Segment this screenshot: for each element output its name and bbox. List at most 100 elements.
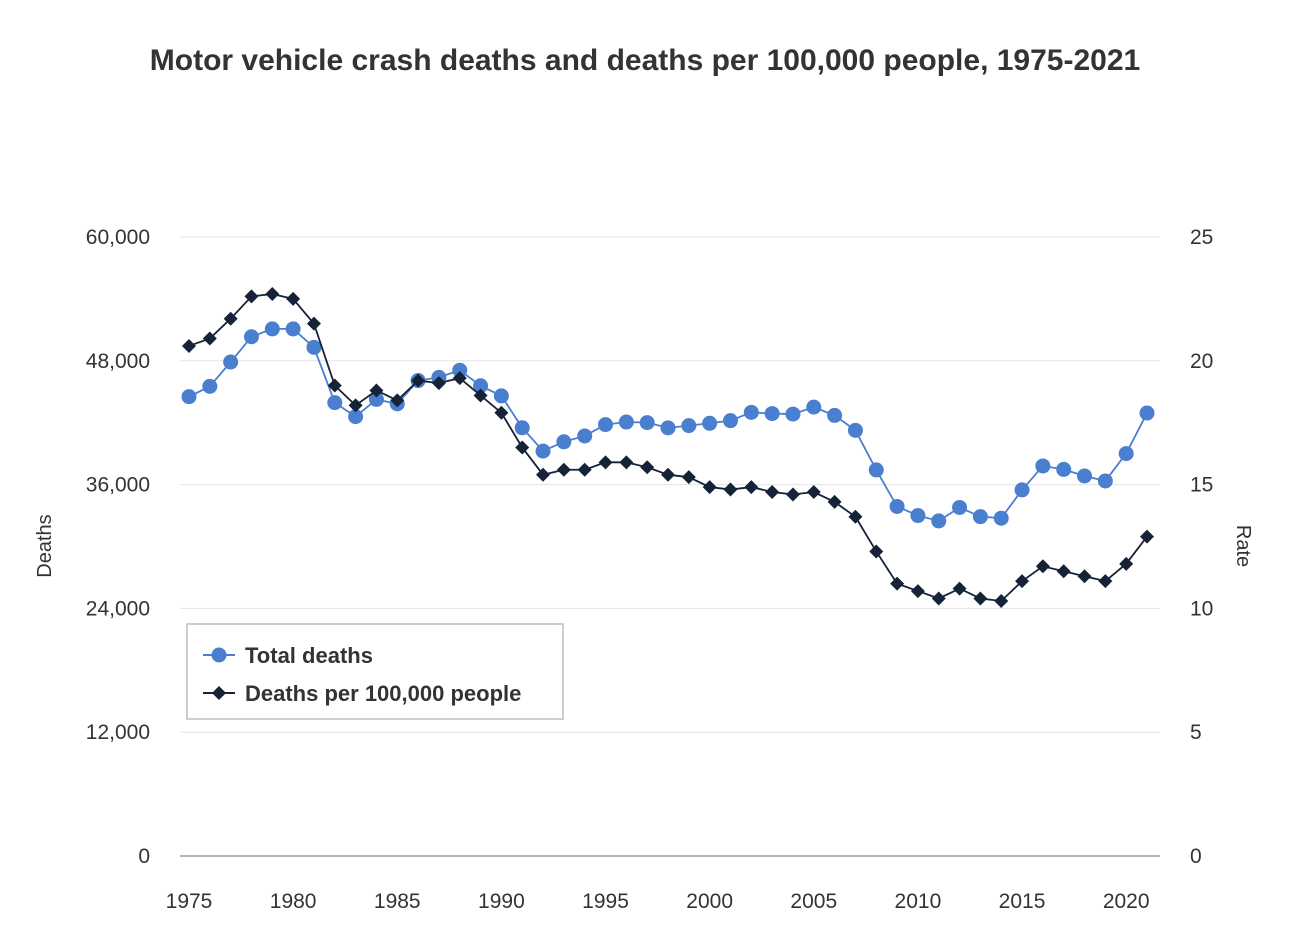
data-point[interactable]	[202, 331, 217, 346]
data-point[interactable]	[1056, 564, 1071, 579]
data-point[interactable]	[514, 420, 530, 436]
data-point[interactable]	[348, 398, 363, 413]
data-point[interactable]	[806, 485, 821, 500]
data-point[interactable]	[577, 428, 593, 444]
legend-item[interactable]: Deaths per 100,000 people	[203, 681, 521, 706]
data-point[interactable]	[431, 376, 446, 391]
data-point[interactable]	[1015, 574, 1030, 589]
data-point[interactable]	[618, 414, 634, 430]
data-point[interactable]	[681, 470, 696, 485]
data-point[interactable]	[535, 443, 551, 459]
data-point[interactable]	[681, 418, 697, 434]
series-layer	[181, 286, 1155, 608]
data-point[interactable]	[1118, 446, 1134, 462]
data-point[interactable]	[993, 510, 1009, 526]
data-point[interactable]	[452, 362, 468, 378]
data-point[interactable]	[910, 508, 926, 524]
data-point[interactable]	[473, 388, 488, 403]
data-point[interactable]	[848, 509, 863, 524]
data-point[interactable]	[764, 406, 780, 422]
data-point[interactable]	[661, 467, 675, 482]
data-point[interactable]	[369, 383, 384, 398]
data-point[interactable]	[181, 389, 197, 405]
data-point[interactable]	[1139, 405, 1155, 421]
data-point[interactable]	[1098, 574, 1113, 589]
data-point[interactable]	[244, 289, 259, 304]
data-point[interactable]	[723, 482, 738, 497]
x-tick-label: 1995	[582, 890, 629, 913]
data-point[interactable]	[515, 440, 530, 455]
data-point[interactable]	[827, 407, 843, 423]
x-tick-label: 1990	[478, 890, 525, 913]
data-point[interactable]	[952, 499, 968, 515]
data-point[interactable]	[765, 485, 780, 500]
data-point[interactable]	[910, 584, 925, 599]
data-point[interactable]	[556, 434, 572, 450]
data-point[interactable]	[598, 417, 614, 433]
data-point[interactable]	[264, 321, 280, 337]
data-point[interactable]	[660, 420, 676, 436]
data-point[interactable]	[931, 513, 947, 529]
data-point[interactable]	[640, 460, 655, 475]
data-point[interactable]	[890, 576, 905, 591]
data-point[interactable]	[306, 339, 322, 355]
data-point[interactable]	[931, 591, 946, 606]
y-right-tick-label: 20	[1190, 350, 1213, 373]
data-point[interactable]	[1119, 556, 1134, 571]
x-tick-label: 2015	[999, 890, 1046, 913]
data-point[interactable]	[1077, 569, 1092, 584]
data-point[interactable]	[536, 467, 551, 482]
series-line	[188, 293, 1148, 602]
data-point[interactable]	[285, 321, 301, 337]
data-point[interactable]	[182, 338, 196, 353]
data-point[interactable]	[223, 311, 238, 326]
data-point[interactable]	[619, 455, 634, 470]
data-point[interactable]	[452, 371, 467, 386]
data-point[interactable]	[368, 391, 384, 407]
data-point[interactable]	[952, 581, 967, 596]
data-point[interactable]	[868, 462, 884, 478]
data-point[interactable]	[327, 395, 343, 411]
data-point[interactable]	[806, 399, 822, 415]
data-point[interactable]	[598, 455, 613, 470]
data-point[interactable]	[869, 544, 884, 559]
data-point[interactable]	[306, 316, 321, 331]
data-point[interactable]	[348, 409, 364, 425]
data-point[interactable]	[1097, 473, 1113, 489]
data-point[interactable]	[223, 354, 239, 370]
data-point[interactable]	[327, 378, 342, 393]
data-point[interactable]	[722, 413, 738, 429]
data-point[interactable]	[973, 591, 988, 606]
data-point[interactable]	[744, 480, 759, 495]
data-point[interactable]	[1056, 461, 1072, 477]
data-point[interactable]	[1077, 468, 1093, 484]
data-point[interactable]	[827, 494, 842, 509]
data-point[interactable]	[743, 404, 759, 420]
data-point[interactable]	[785, 487, 800, 502]
data-point[interactable]	[202, 378, 218, 394]
data-point[interactable]	[639, 415, 655, 431]
data-point[interactable]	[390, 393, 405, 408]
data-point[interactable]	[785, 406, 801, 422]
data-point[interactable]	[556, 462, 571, 477]
data-point[interactable]	[1140, 529, 1154, 544]
axes: 0 0 12,000 5 24,000 10 36,000 15 48,000 20 60,000 2…	[34, 226, 1254, 913]
legend-item[interactable]: Total deaths	[203, 643, 373, 668]
data-point[interactable]	[972, 509, 988, 525]
data-point[interactable]	[702, 480, 717, 495]
data-point[interactable]	[493, 388, 509, 404]
data-point[interactable]	[411, 373, 426, 388]
data-point[interactable]	[243, 329, 259, 345]
data-point[interactable]	[847, 422, 863, 438]
data-point[interactable]	[1035, 559, 1050, 574]
data-point[interactable]	[702, 415, 718, 431]
data-point[interactable]	[473, 378, 489, 394]
data-point[interactable]	[1014, 482, 1030, 498]
data-point[interactable]	[286, 291, 301, 306]
data-point[interactable]	[1035, 458, 1051, 474]
data-point[interactable]	[889, 498, 905, 514]
data-point[interactable]	[494, 405, 509, 420]
data-point[interactable]	[577, 462, 592, 477]
data-point[interactable]	[265, 286, 280, 301]
data-point[interactable]	[994, 593, 1009, 608]
